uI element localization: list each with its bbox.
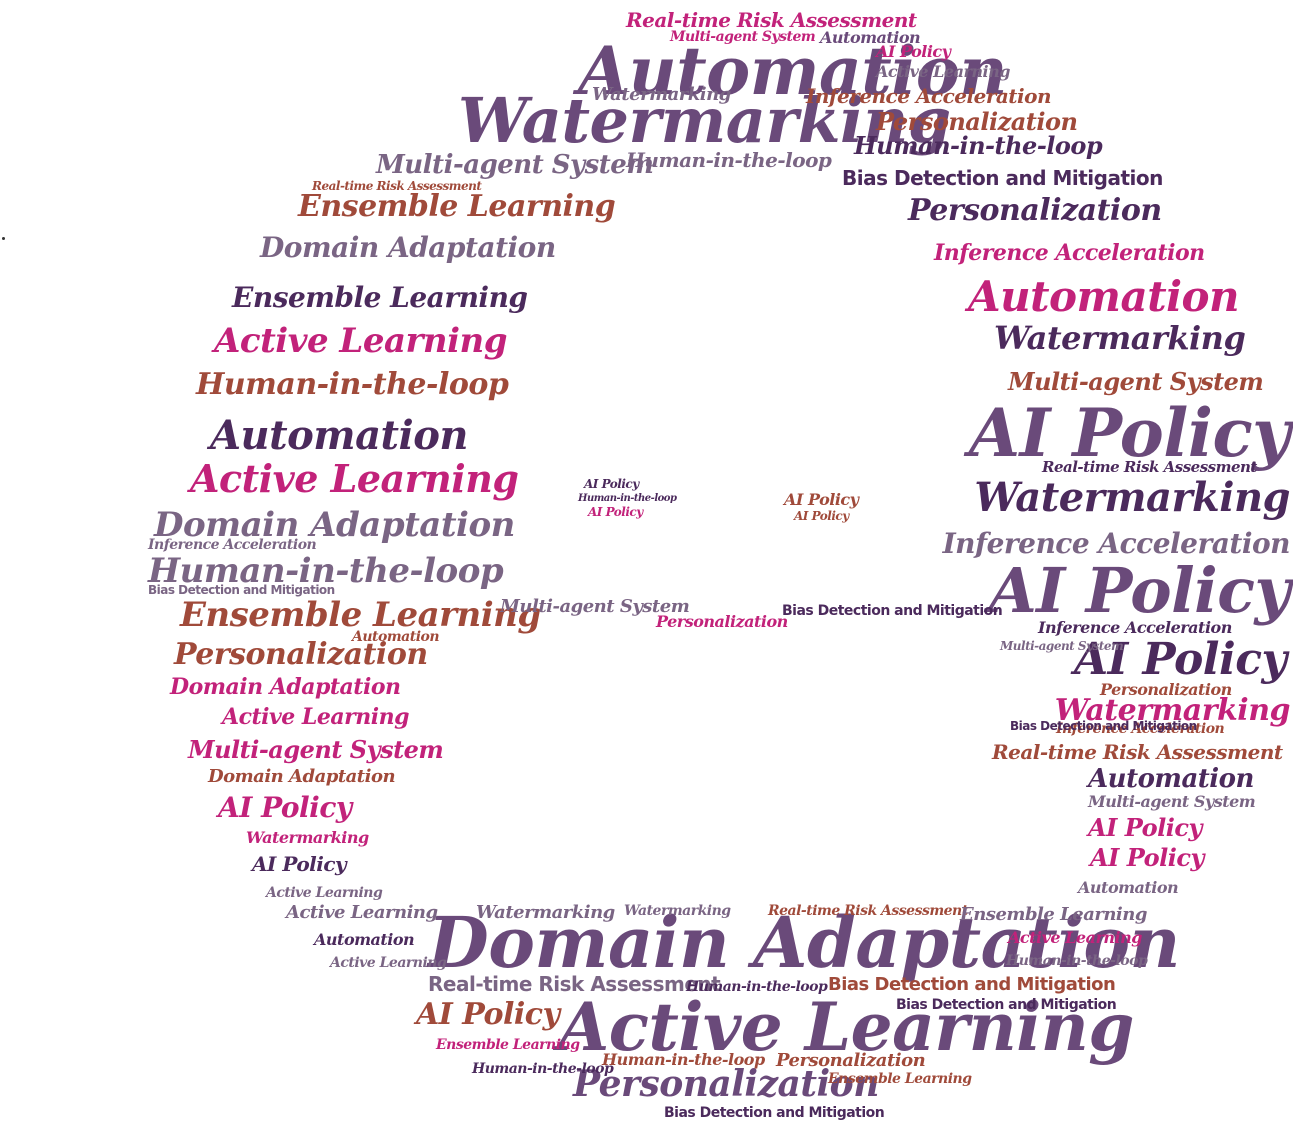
cloud-word-ai-policy: AI Policy [1074,634,1287,685]
cloud-word-personalization: Personalization [174,637,428,672]
cloud-word-ensemble-learning: Ensemble Learning [436,1037,580,1053]
cloud-word-active-learning: Active Learning [286,902,438,923]
cloud-word-human-in-the-loop: Human-in-the-loop [1006,953,1148,969]
cloud-word-personalization: Personalization [656,612,788,631]
cloud-word-ensemble-learning: Ensemble Learning [232,281,528,314]
cloud-word-ai-policy: AI Policy [588,505,643,519]
cloud-word-human-in-the-loop: Human-in-the-loop [148,551,504,591]
cloud-word-automation: Automation [820,28,921,47]
cloud-word-automation: Automation [352,629,440,645]
cloud-word-active-learning: Active Learning [214,321,508,361]
cloud-word-ai-policy: AI Policy [1090,843,1204,872]
cloud-word-watermarking: Watermarking [624,903,731,919]
cloud-word-ai-policy: AI Policy [876,42,951,61]
cloud-word-ai-policy: AI Policy [784,490,859,509]
cloud-word-watermarking: Watermarking [1054,693,1291,728]
cloud-word-active-learning: Active Learning [190,456,519,501]
cloud-word-ai-policy: AI Policy [416,997,560,1032]
cloud-word-personalization: Personalization [573,1063,879,1105]
cloud-word-active-learning: Active Learning [330,955,447,971]
cloud-word-active-learning: Active Learning [1008,928,1142,947]
cloud-word-human-in-the-loop: Human-in-the-loop [686,979,828,995]
cloud-word-ensemble-learning: Ensemble Learning [828,1071,972,1087]
cloud-word-watermarking: Watermarking [994,319,1246,357]
cloud-word-ensemble-learning: Ensemble Learning [960,904,1147,925]
cloud-word-watermarking: Watermarking [974,474,1290,521]
cloud-word-inference-acceleration: Inference Acceleration [148,537,317,553]
cloud-word-automation: Automation [578,32,1007,110]
cloud-word-human-in-the-loop: Human-in-the-loop [602,1050,765,1069]
cloud-word-human-in-the-loop: Human-in-the-loop [196,367,509,402]
cloud-word-active-learning: Active Learning [222,704,409,730]
cloud-word-multi-agent-system: Multi-agent System [1000,639,1124,653]
cloud-word-ai-policy: AI Policy [794,509,849,523]
cloud-word-domain-adaptation: Domain Adaptation [208,766,396,787]
cloud-word-watermarking: Watermarking [246,828,369,847]
cloud-word-multi-agent-system: Multi-agent System [376,150,654,180]
cloud-word-multi-agent-system: Multi-agent System [670,29,816,45]
cloud-word-ai-policy: AI Policy [988,554,1291,627]
cloud-word-real-time-risk: Real-time Risk Assessment [768,903,968,919]
cloud-word-human-in-the-loop: Human-in-the-loop [578,493,677,504]
cloud-word-bias-detection: Bias Detection and Mitigation [782,603,1003,619]
cloud-word-active-learning: Active Learning [558,988,1134,1066]
cloud-word-real-time-risk: Real-time Risk Assessment [992,740,1283,764]
cloud-word-human-in-the-loop: Human-in-the-loop [472,1061,614,1077]
cloud-word-ai-policy: AI Policy [968,394,1291,472]
cloud-word-active-learning: Active Learning [266,885,383,901]
cloud-word-bias-detection: Bias Detection and Mitigation [842,166,1163,190]
cloud-word-inference-acceleration: Inference Acceleration [806,84,1052,108]
cloud-word-multi-agent-system: Multi-agent System [1008,367,1264,396]
cloud-word-ai-policy: AI Policy [218,791,352,824]
cloud-word-ai-policy: AI Policy [1088,813,1202,842]
cloud-word-multi-agent-system: Multi-agent System [500,596,690,617]
cloud-word-automation: Automation [968,272,1240,321]
cloud-word-automation: Automation [1078,878,1179,897]
cloud-word-real-time-risk: Real-time Risk Assessment [428,972,721,996]
cloud-word-personalization: Personalization [1100,680,1232,699]
cloud-word-multi-agent-system: Multi-agent System [188,735,444,764]
cloud-word-inference-acceleration: Inference Acceleration [1056,721,1225,737]
cloud-word-bias-detection: Bias Detection and Mitigation [664,1105,885,1121]
cloud-word-inference-acceleration: Inference Acceleration [934,240,1205,266]
cloud-word-ensemble-learning: Ensemble Learning [180,595,541,635]
cloud-word-inference-acceleration: Inference Acceleration [942,527,1291,560]
cloud-word-real-time-risk: Real-time Risk Assessment [1042,458,1257,476]
cloud-word-domain-adaptation: Domain Adaptation [260,231,556,264]
cloud-word-personalization: Personalization [908,193,1162,228]
cloud-word-domain-adaptation: Domain Adaptation [154,505,515,545]
cloud-word-watermarking: Watermarking [476,902,615,923]
cloud-word-inference-acceleration: Inference Acceleration [1038,618,1232,637]
cloud-word-human-in-the-loop: Human-in-the-loop [854,131,1103,160]
cloud-word-bias-detection: Bias Detection and Mitigation [1010,719,1197,733]
cloud-word-automation: Automation [314,930,415,949]
cloud-word-human-in-the-loop: Human-in-the-loop [626,148,832,172]
cloud-word-automation: Automation [1088,764,1254,794]
cloud-word-ai-policy: AI Policy [252,852,347,876]
cloud-word-multi-agent-system: Multi-agent System [1088,792,1256,811]
cloud-word-watermarking: Watermarking [592,84,731,105]
cloud-word-personalization: Personalization [876,107,1078,136]
cloud-word-watermarking: Watermarking [458,84,951,157]
cloud-word-automation: Automation [210,412,468,459]
cloud-word-bias-detection: Bias Detection and Mitigation [896,997,1117,1013]
cloud-word-domain-adaptation: Domain Adaptation [170,674,401,700]
cloud-word-ai-policy: AI Policy [584,477,639,491]
cloud-word-real-time-risk: Real-time Risk Assessment [626,8,917,32]
cloud-word-real-time-risk: Real-time Risk Assessment [312,179,482,193]
cloud-word-domain-adaptation: Domain Adaptation [428,901,1180,984]
cloud-word-bias-detection: Bias Detection and Mitigation [828,974,1116,995]
cloud-word-personalization: Personalization [776,1050,926,1071]
stray-dot [2,237,5,240]
cloud-word-active-learning: Active Learning [876,62,1010,81]
cloud-word-ensemble-learning: Ensemble Learning [298,189,616,224]
cloud-word-bias-detection: Bias Detection and Mitigation [148,583,335,597]
